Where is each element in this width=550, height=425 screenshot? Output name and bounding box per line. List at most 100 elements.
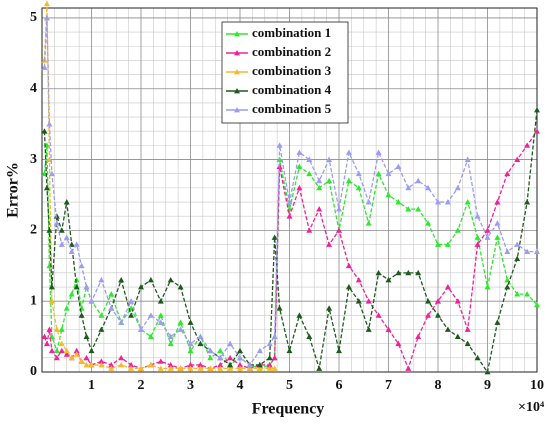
data-point	[454, 184, 461, 191]
data-point	[345, 262, 352, 269]
legend-marker	[234, 69, 240, 75]
data-point	[197, 333, 204, 339]
y-tick-label: 3	[30, 152, 37, 167]
data-point	[435, 312, 441, 318]
legend-label: combination 3	[252, 63, 332, 78]
data-point	[355, 298, 362, 304]
data-point	[147, 312, 154, 318]
data-point	[197, 365, 204, 371]
data-point	[167, 365, 174, 371]
data-point	[138, 284, 144, 290]
legend-label: combination 1	[252, 25, 331, 40]
data-point	[375, 149, 382, 155]
data-point	[514, 255, 521, 262]
data-point	[157, 298, 164, 304]
data-point	[58, 326, 65, 332]
data-point	[316, 365, 323, 371]
data-point	[207, 354, 214, 361]
data-point	[405, 206, 412, 212]
data-point	[316, 206, 323, 212]
data-point	[524, 142, 531, 148]
data-point	[375, 312, 382, 318]
x-tick-label: 5	[286, 378, 293, 393]
data-point	[78, 262, 85, 269]
data-point	[237, 347, 243, 354]
data-point	[227, 361, 234, 368]
data-point	[316, 177, 323, 184]
data-point	[271, 333, 278, 339]
data-point	[484, 284, 491, 290]
data-point	[58, 347, 65, 354]
data-point	[187, 340, 194, 347]
data-point	[355, 276, 362, 283]
x-tick-label: 4	[237, 378, 244, 393]
data-point	[464, 156, 471, 162]
data-point	[296, 163, 303, 170]
data-point	[504, 284, 511, 290]
data-point	[425, 184, 432, 191]
data-point	[83, 354, 90, 361]
legend-label: combination 4	[252, 82, 332, 97]
data-point	[98, 276, 105, 283]
data-point	[108, 291, 115, 297]
data-point	[98, 326, 105, 332]
data-point	[484, 369, 491, 375]
data-point	[167, 333, 174, 339]
data-point	[504, 248, 511, 255]
data-point	[365, 298, 372, 304]
data-point	[286, 347, 293, 354]
data-point	[53, 326, 60, 332]
x-tick-label: 1	[88, 378, 95, 393]
data-point	[271, 365, 278, 371]
data-point	[73, 351, 80, 357]
data-point	[41, 128, 48, 134]
data-point	[83, 284, 90, 290]
data-point	[83, 333, 90, 339]
data-point	[41, 333, 48, 339]
data-point	[266, 365, 273, 371]
x-axis-label: Frequency	[252, 401, 325, 418]
data-point	[217, 347, 224, 354]
data-point	[227, 354, 234, 361]
data-point	[177, 319, 184, 325]
data-point	[326, 305, 333, 311]
data-point	[128, 365, 135, 371]
data-point	[108, 361, 115, 368]
data-point	[534, 128, 540, 134]
data-point	[405, 269, 412, 276]
x-tick-label: 10	[530, 378, 544, 393]
data-point	[474, 354, 481, 361]
data-point	[237, 361, 243, 368]
data-point	[494, 220, 501, 226]
data-point	[98, 358, 105, 364]
data-point	[48, 284, 55, 290]
data-point	[53, 220, 60, 226]
data-point	[415, 333, 422, 339]
data-point	[256, 347, 263, 354]
y-tick-label: 1	[30, 293, 37, 308]
data-point	[395, 199, 402, 205]
data-point	[464, 199, 471, 205]
data-point	[415, 177, 422, 184]
data-point	[78, 358, 85, 364]
legend-label: combination 5	[252, 101, 332, 116]
data-point	[415, 206, 422, 212]
plot-frame	[41, 7, 538, 373]
data-point	[444, 326, 451, 332]
data-point	[355, 170, 362, 177]
data-point	[68, 248, 75, 255]
data-point	[306, 156, 313, 162]
data-point	[395, 269, 402, 276]
data-point	[444, 284, 451, 290]
x-tick-label: 8	[435, 378, 442, 393]
data-point	[43, 184, 50, 191]
data-point	[48, 347, 55, 354]
data-point	[365, 220, 372, 226]
data-point	[108, 305, 115, 311]
data-point	[355, 184, 362, 191]
data-point	[425, 312, 432, 318]
y-tick-label: 0	[30, 364, 37, 379]
data-point	[256, 361, 263, 368]
data-point	[271, 234, 278, 240]
data-point	[58, 340, 65, 347]
